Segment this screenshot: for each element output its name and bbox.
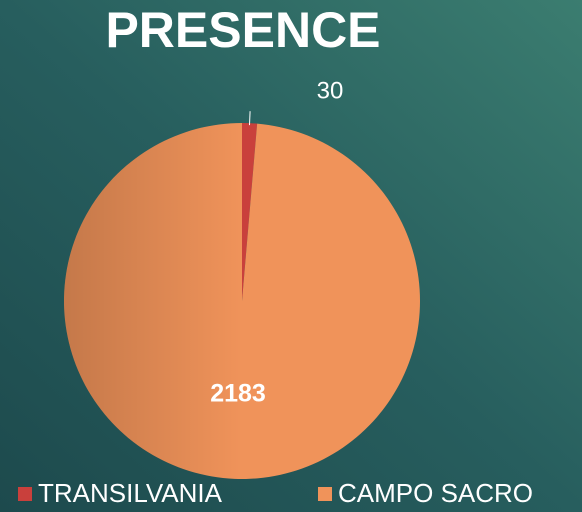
legend-swatch — [318, 487, 332, 501]
pie-shading — [64, 123, 420, 479]
data-label: 2183 — [210, 380, 266, 408]
leader-line — [248, 111, 251, 126]
data-label: 30 — [317, 77, 344, 104]
chart-title: PRESENCE — [105, 2, 380, 58]
legend-label: TRANSILVANIA — [38, 478, 223, 508]
legend-swatch — [18, 487, 32, 501]
legend-label: CAMPO SACRO — [338, 478, 533, 508]
